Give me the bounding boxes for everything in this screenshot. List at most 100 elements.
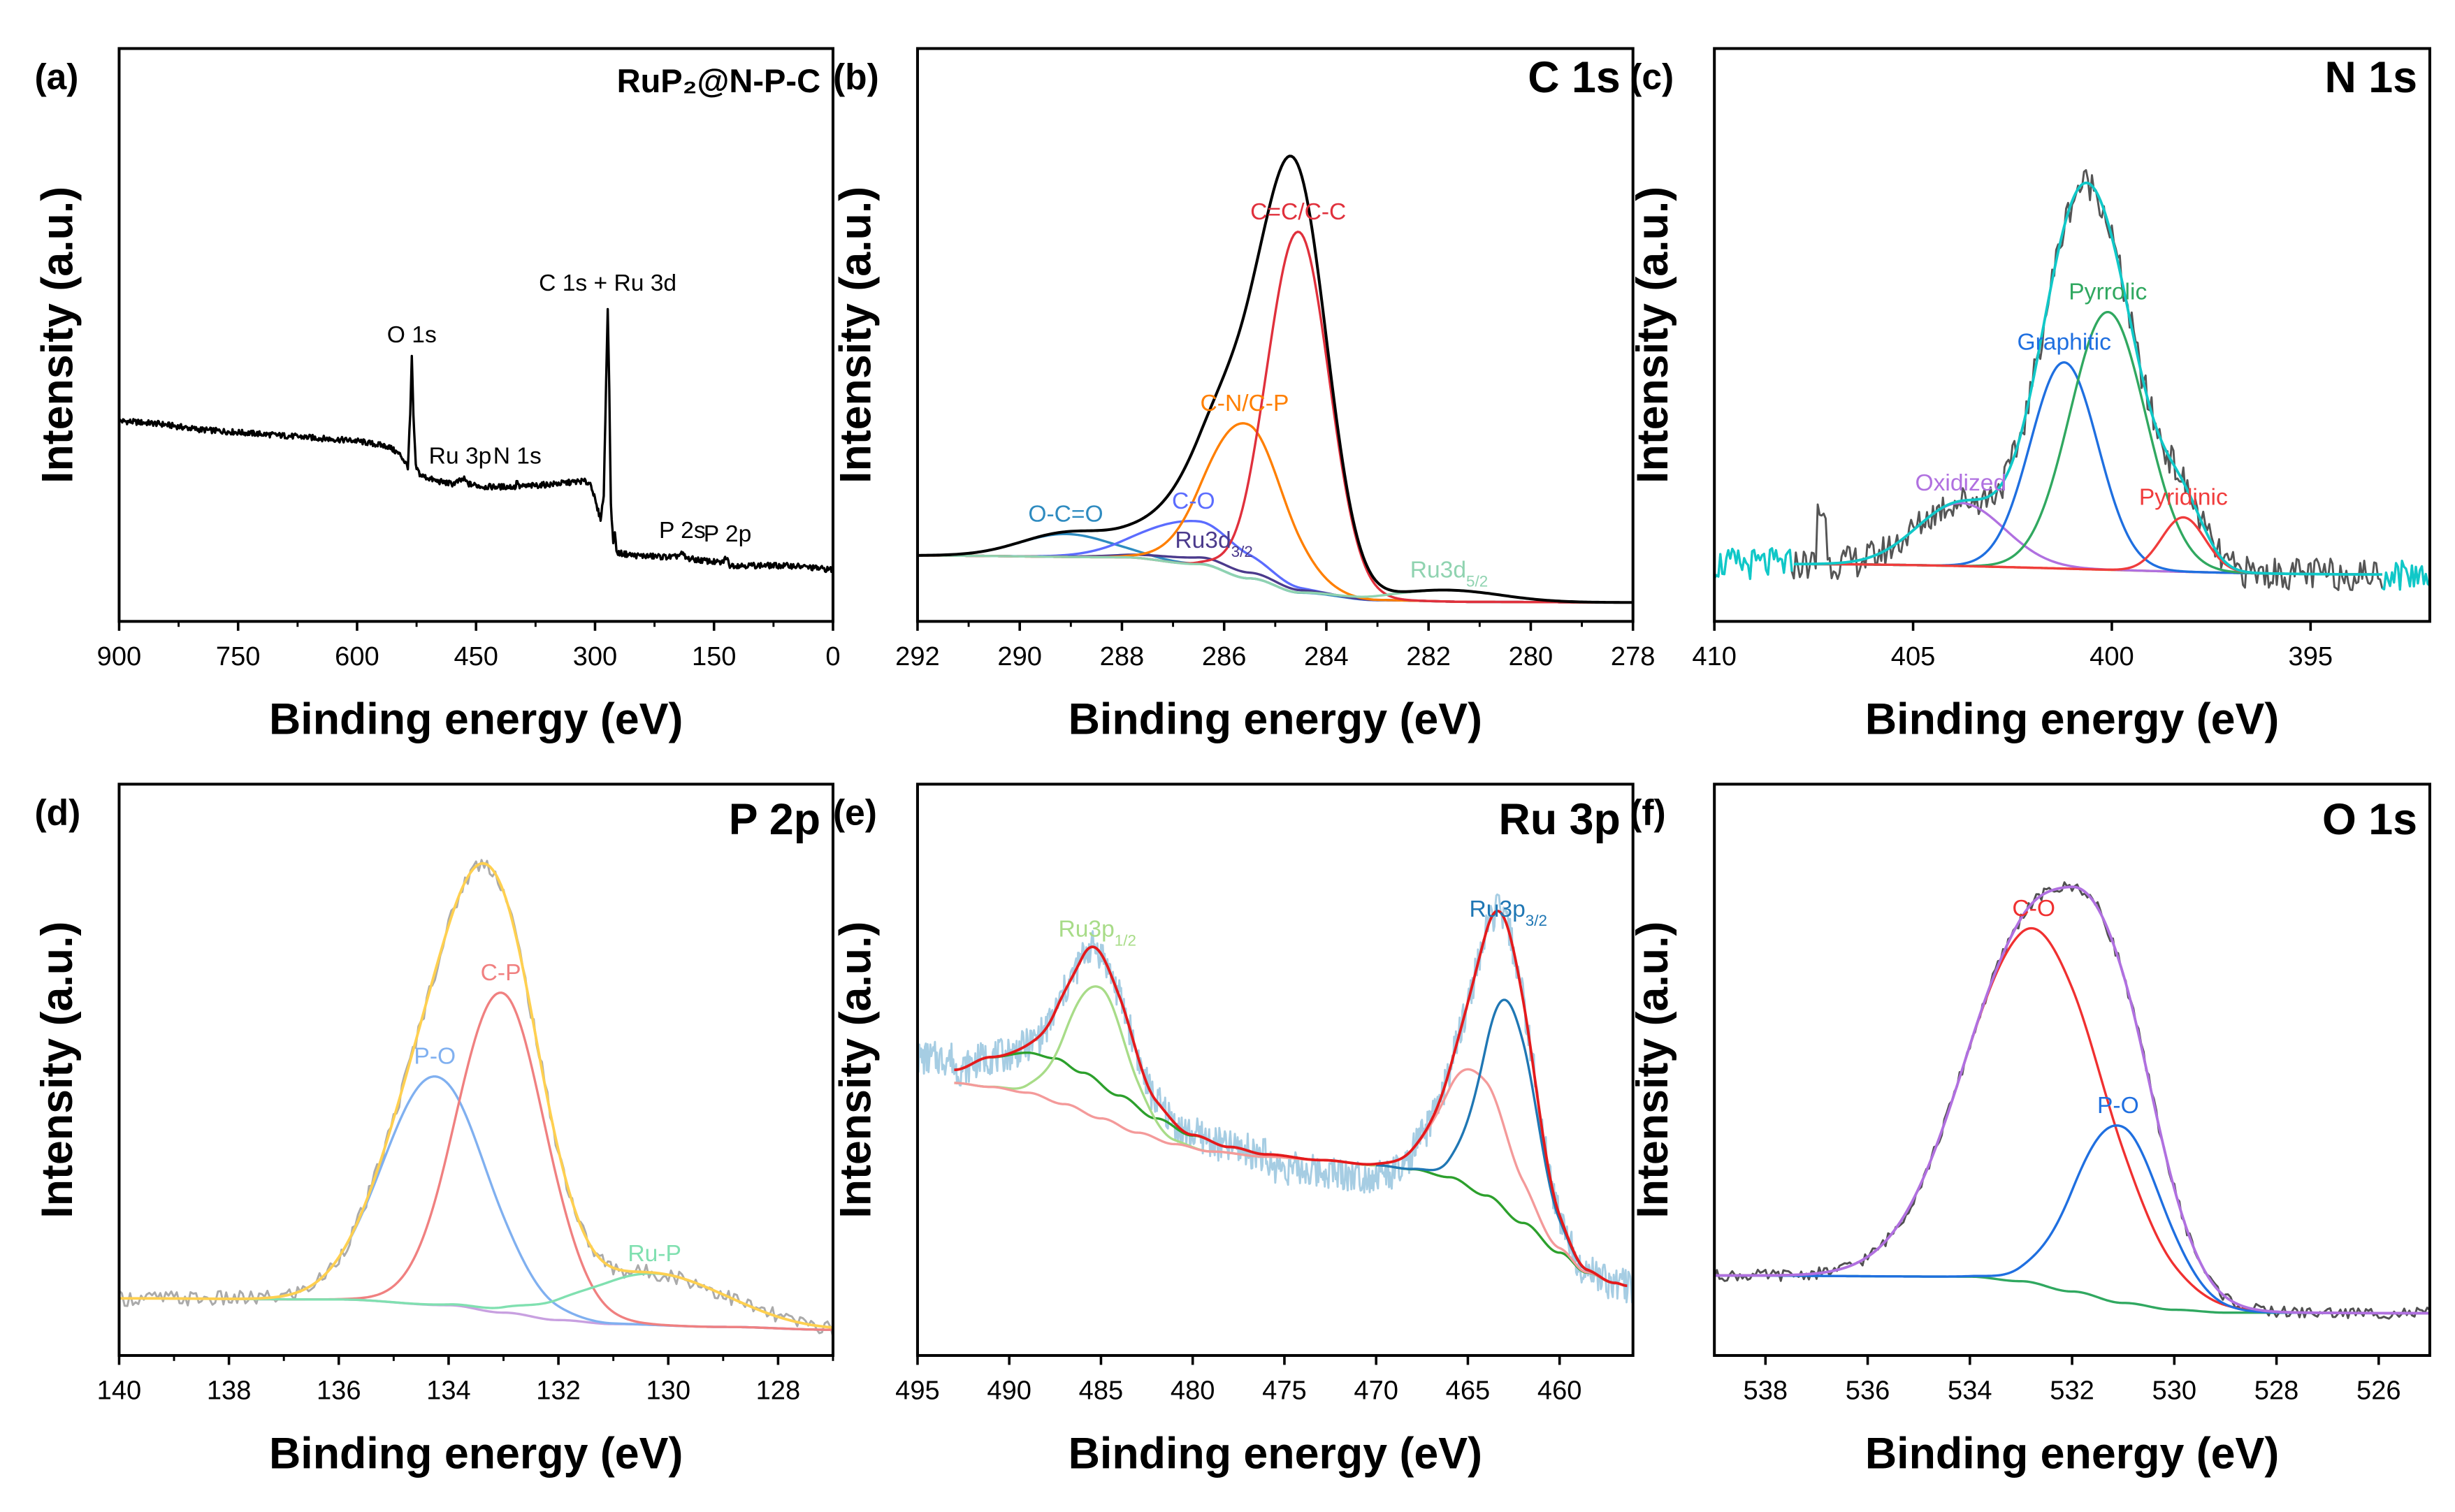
plot-frame [1713, 47, 2431, 623]
x-tick-label: 460 [1537, 1376, 1582, 1406]
fit-envelope-line [953, 910, 1628, 1288]
x-tick-label: 284 [1304, 642, 1349, 671]
x-tick-label: 600 [335, 642, 379, 671]
peak-annotation: P 2s [659, 518, 706, 544]
x-tick-label: 410 [1692, 642, 1737, 671]
x-tick-label: 480 [1171, 1376, 1215, 1406]
panel-title: C 1s [1528, 53, 1620, 102]
y-axis-title: Intensity (a.u.) [832, 187, 881, 484]
x-tick-label: 490 [987, 1376, 1031, 1406]
peak-annotation: P 2p [704, 521, 752, 547]
x-axis-title: Binding energy (eV) [269, 695, 683, 744]
component-label-text: C-P [481, 960, 521, 986]
x-tick-label: 288 [1100, 642, 1145, 671]
x-tick-label: 292 [895, 642, 940, 671]
x-tick-label: 450 [454, 642, 498, 671]
peak-annotation: Ru 3p [429, 444, 492, 470]
x-axis-title: Binding energy (eV) [1069, 1429, 1482, 1478]
component-label: Oxidized [1915, 470, 2006, 496]
x-tick-label: 280 [1509, 642, 1554, 671]
panel-e: 495 490 485 480 475 470 465 460 Binding energy (… [832, 783, 1635, 1478]
x-tick-label: 405 [1891, 642, 1936, 671]
component-label-subscript: 1/2 [1115, 931, 1136, 949]
component-label: P-O [2097, 1093, 2139, 1119]
component-label-subscript: 3/2 [1526, 912, 1547, 929]
x-axis-title: Binding energy (eV) [1865, 695, 2279, 744]
plot-frame [915, 47, 1635, 623]
plot-area [119, 859, 833, 1337]
x-tick-label: 150 [692, 642, 737, 671]
component-label-subscript: 5/2 [1466, 572, 1488, 590]
component-label: Ru3d3/2 [1175, 528, 1252, 560]
panel-label: (b) [833, 57, 879, 97]
y-axis-title: Intensity (a.u.) [1628, 187, 1677, 484]
x-tick-label: 538 [1744, 1376, 1788, 1406]
component-label-text: P-O [414, 1044, 456, 1070]
component-label-text: Graphitic [2017, 330, 2110, 356]
x-tick-label: 282 [1406, 642, 1451, 671]
y-axis-title: Intensity (a.u.) [832, 922, 881, 1219]
panel-label: (f) [1630, 792, 1665, 833]
x-tick-label: 290 [997, 642, 1042, 671]
component-label: C-P [481, 960, 521, 986]
panel-label: (c) [1630, 57, 1674, 97]
component-label-text: Ru3d [1410, 558, 1466, 583]
x-tick-label: 750 [216, 642, 261, 671]
x-tick-label: 134 [426, 1376, 471, 1406]
x-tick-label: 132 [536, 1376, 581, 1406]
x-tick-label: 465 [1446, 1376, 1491, 1406]
x-tick-label: 278 [1611, 642, 1656, 671]
x-tick-label: 526 [2356, 1376, 2401, 1406]
x-tick-label: 138 [207, 1376, 252, 1406]
x-tick-label: 300 [573, 642, 618, 671]
x-tick-label: 140 [97, 1376, 142, 1406]
raw-overlay-left [1714, 547, 1793, 581]
plot-area [917, 893, 1633, 1304]
component-label-subscript: 3/2 [1231, 542, 1253, 560]
panel-title: O 1s [2322, 795, 2417, 844]
x-tick-label: 130 [646, 1376, 690, 1406]
component-label-text: C-O [1172, 488, 1215, 514]
x-tick-label: 532 [2050, 1376, 2094, 1406]
component-label: C-N/C-P [1200, 391, 1289, 416]
component-label-text: Ru3p [1469, 896, 1525, 922]
component-label-text: Oxidized [1915, 470, 2006, 496]
component-label: Ru3p1/2 [1058, 917, 1136, 950]
panel-b: 292 290 288 286 284 282 280 278 Binding energy (… [832, 47, 1656, 744]
plot-frame [117, 47, 834, 623]
fit-envelope-line [1793, 181, 2382, 576]
x-tick-label: 485 [1079, 1376, 1124, 1406]
x-tick-label: 528 [2254, 1376, 2299, 1406]
component-label: C-O [1172, 488, 1215, 514]
panel-f: 538 536 534 532 530 528 526 Binding energy (eV)… [1628, 783, 2431, 1478]
x-tick-label: 900 [97, 642, 142, 671]
component-label: Graphitic [2017, 330, 2110, 356]
x-tick-label: 400 [2090, 642, 2134, 671]
component-label: C-O [2012, 896, 2055, 922]
component-label: Ru-P [628, 1241, 681, 1267]
component-label-text: Ru-P [628, 1241, 681, 1267]
panel-title: P 2p [729, 795, 820, 844]
x-tick-label: 395 [2289, 642, 2333, 671]
component-label-text: C-O [2012, 896, 2055, 922]
x-axis-title: Binding energy (eV) [269, 1429, 683, 1478]
panels: 900 750 600 450 300 150 0 Binding energy (eV) In… [33, 47, 2431, 1478]
plot-frame [1713, 783, 2431, 1357]
y-axis-title: Intensity (a.u.) [33, 187, 82, 484]
component-label: C=C/C-C [1250, 199, 1346, 225]
component-label-text: Ru3d [1175, 528, 1231, 553]
x-tick-label: 536 [1846, 1376, 1890, 1406]
panel-title: RuP₂@N-P-C [617, 62, 820, 99]
panel-label: (e) [833, 792, 877, 833]
panel-a: 900 750 600 450 300 150 0 Binding energy (eV) In… [33, 47, 841, 744]
panel-c: 410 405 400 395 Binding energy (eV) Intensity… [1628, 47, 2431, 744]
component-label: Ru3p3/2 [1469, 896, 1547, 929]
x-tick-label: 128 [756, 1376, 801, 1406]
peak-annotation: N 1s [493, 444, 542, 470]
plot-frame [117, 783, 834, 1357]
x-tick-label: 470 [1354, 1376, 1398, 1406]
component-label: Pyrrolic [2069, 279, 2147, 305]
component-label: Pyridinic [2139, 485, 2228, 511]
